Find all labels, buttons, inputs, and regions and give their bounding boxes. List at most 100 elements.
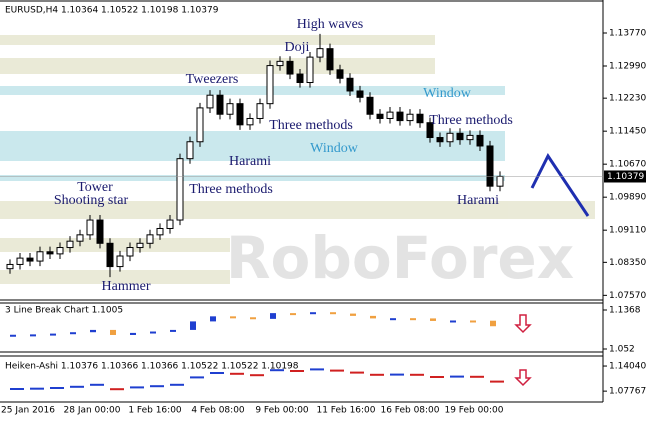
forecast-arrow xyxy=(530,153,590,217)
down-arrow xyxy=(514,369,532,387)
candle-body xyxy=(16,257,24,265)
candle-body xyxy=(136,242,144,249)
annotation: Shooting star xyxy=(54,193,129,208)
candle-body xyxy=(366,96,374,115)
candle-body xyxy=(326,48,334,71)
candle-body xyxy=(176,158,184,221)
candle-body xyxy=(316,48,324,58)
line-break-block xyxy=(330,312,336,315)
heiken-ashi-bar xyxy=(10,388,24,390)
candle-body xyxy=(106,242,114,268)
heiken-ashi-bar xyxy=(470,375,484,378)
candle-body xyxy=(96,219,104,244)
candle-body xyxy=(486,145,494,187)
candle-body xyxy=(156,227,164,236)
candle-body xyxy=(266,65,274,105)
annotation: Hammer xyxy=(102,279,151,294)
candle-body xyxy=(146,234,154,244)
heiken-ashi-bar xyxy=(390,373,404,376)
annotation: Harami xyxy=(229,154,271,169)
candle-body xyxy=(396,111,404,122)
annotation: High waves xyxy=(297,17,364,32)
line-break-block xyxy=(90,329,96,333)
line-break-block xyxy=(450,320,456,323)
line-break-block xyxy=(290,313,296,316)
y-tick-label: 1.14040 xyxy=(609,362,646,372)
heiken-ashi-bar xyxy=(490,380,504,383)
x-tick-label: 4 Feb 08:00 xyxy=(191,406,245,416)
y-tick-label: 1.07767 xyxy=(609,387,646,397)
line-break-block xyxy=(430,318,436,321)
candle-body xyxy=(46,251,54,255)
candle-body xyxy=(276,60,284,67)
heiken-ashi-bar xyxy=(290,370,304,372)
watermark: RoboForex xyxy=(226,224,574,292)
candle-body xyxy=(446,132,454,143)
heiken-ashi-bar xyxy=(270,369,284,372)
candle-body xyxy=(306,56,314,84)
candle-body xyxy=(216,94,224,115)
candle-body xyxy=(236,103,244,126)
candle-body xyxy=(256,103,264,119)
chart-title: EURUSD,H4 1.10364 1.10522 1.10198 1.1037… xyxy=(5,6,219,16)
candle-body xyxy=(26,257,34,262)
annotation: Three methods xyxy=(189,182,273,197)
annotation: Tweezers xyxy=(186,72,239,87)
line-break-block xyxy=(370,315,376,319)
x-tick-label: 9 Feb 00:00 xyxy=(255,406,309,416)
candle-body xyxy=(406,113,414,122)
candle-body xyxy=(186,141,194,160)
candle-body xyxy=(246,117,254,126)
annotation: Doji xyxy=(285,40,310,55)
annotation: Three methods xyxy=(429,113,513,128)
y-tick-label: 1.10670 xyxy=(609,160,646,170)
candle-body xyxy=(66,240,74,249)
heiken-ashi-bar xyxy=(90,383,104,386)
y-tick-label: 1.1368 xyxy=(609,305,641,315)
y-tick-label: 1.12230 xyxy=(609,94,646,104)
candle-body xyxy=(386,111,394,119)
x-tick-label: 1 Feb 16:00 xyxy=(128,406,182,416)
heiken-ashi-bar xyxy=(70,385,84,388)
heiken-ashi-bar xyxy=(330,369,344,372)
heiken-ashi-bar xyxy=(310,368,324,371)
y-tick-label: 1.08350 xyxy=(609,258,646,268)
line-break-block xyxy=(10,334,16,337)
line-break-block xyxy=(310,312,316,315)
candle-body xyxy=(456,132,464,141)
y-tick-label: 1.09110 xyxy=(609,226,646,236)
line-break-block xyxy=(270,313,276,319)
down-arrow xyxy=(514,314,532,334)
line-break-block xyxy=(470,320,476,323)
line-break-block xyxy=(350,313,356,316)
candle-body xyxy=(466,134,474,141)
candle-body xyxy=(166,219,174,229)
candle-body xyxy=(346,77,354,92)
y-tick-label: 1.13770 xyxy=(609,29,646,39)
heiken-ashi-bar xyxy=(150,385,164,388)
x-tick-label: 25 Jan 2016 xyxy=(1,406,55,416)
y-tick-label: 1.09890 xyxy=(609,193,646,203)
line-break-block xyxy=(390,318,396,321)
annotation: Harami xyxy=(457,193,499,208)
candle-body xyxy=(56,247,64,255)
candle-body xyxy=(376,113,384,119)
line-break-block xyxy=(70,332,76,335)
candle-body xyxy=(356,90,364,98)
heiken-ashi-bar xyxy=(110,388,124,391)
heiken-ashi-bar xyxy=(430,376,444,378)
annotation: Window xyxy=(423,86,472,101)
x-tick-label: 19 Feb 00:00 xyxy=(444,406,503,416)
candle-body xyxy=(296,73,304,84)
y-tick-label: 1.052 xyxy=(609,345,635,355)
line-break-block xyxy=(190,321,196,330)
heiken-ashi-bar xyxy=(350,371,364,374)
line-break-block xyxy=(170,329,176,332)
heiken-ashi-bar xyxy=(250,374,264,377)
candle-body xyxy=(496,175,504,187)
heiken-ashi-bar xyxy=(410,373,424,376)
candle-body xyxy=(116,255,124,268)
line-break-block xyxy=(150,331,156,334)
line-break-block xyxy=(110,329,116,335)
